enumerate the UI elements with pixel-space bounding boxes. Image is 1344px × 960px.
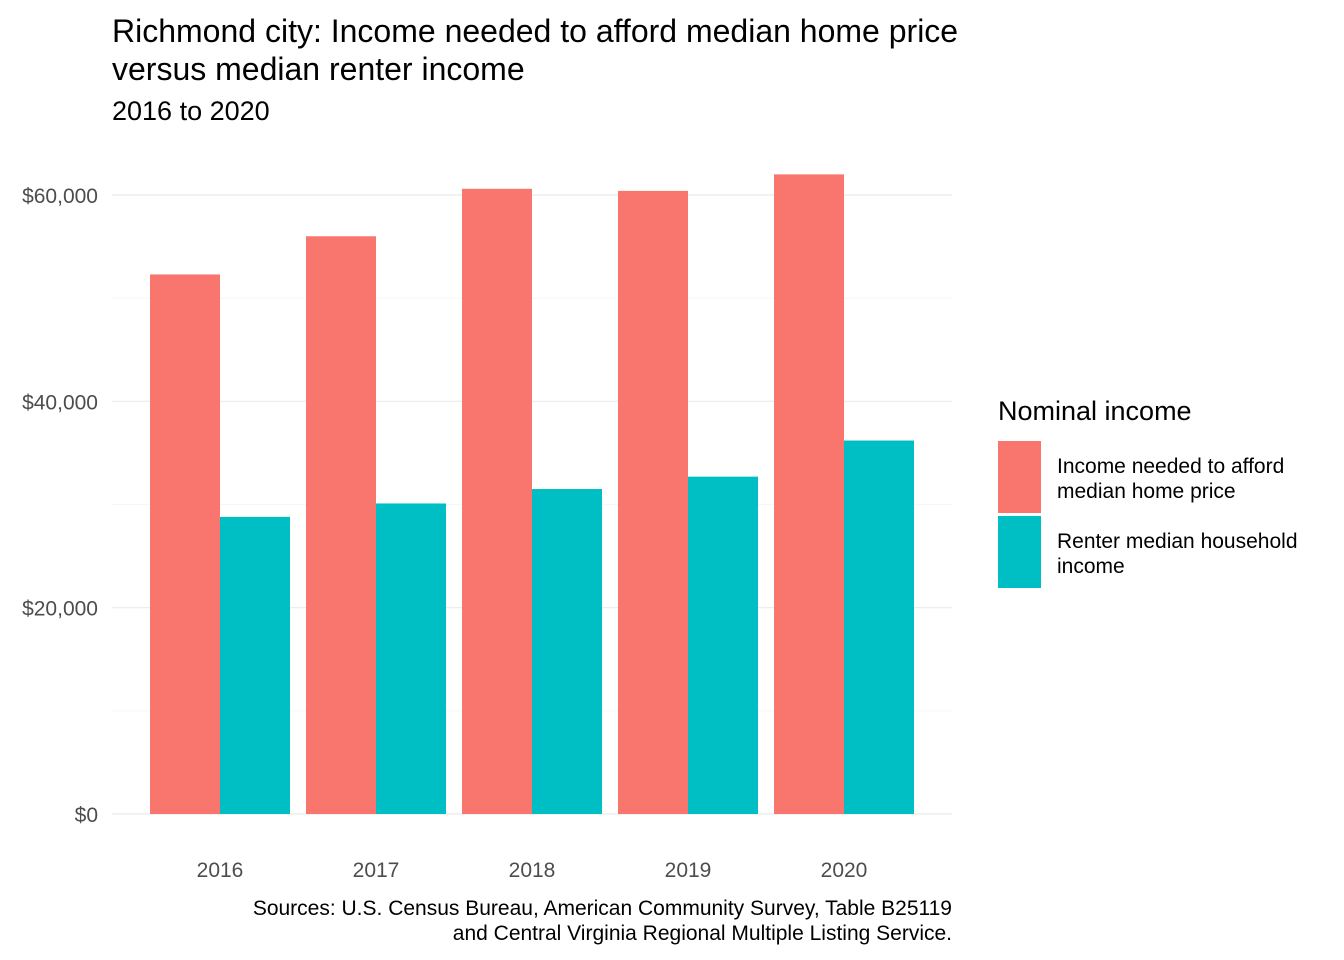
bar-2020-home-price (774, 174, 844, 814)
x-tick-label-2016: 2016 (197, 859, 244, 882)
bar-2017-renter-income (376, 503, 446, 814)
legend-swatch-home-price (998, 441, 1041, 513)
x-tick-label-2020: 2020 (821, 859, 868, 882)
bar-2019-home-price (618, 190, 688, 814)
bar-2019-renter-income (688, 476, 758, 814)
x-tick-label-2017: 2017 (353, 859, 400, 882)
bar-2020-renter-income (844, 440, 914, 814)
chart-caption: Sources: U.S. Census Bureau, American Co… (252, 897, 952, 945)
chart-title: Richmond city: Income needed to afford m… (112, 13, 959, 87)
y-tick-label-3: $60,000 (22, 185, 98, 208)
bar-2018-renter-income (532, 489, 602, 814)
x-tick-label-2018: 2018 (509, 859, 556, 882)
y-tick-label-1: $20,000 (22, 598, 98, 621)
y-tick-label-2: $40,000 (22, 391, 98, 414)
bar-2016-home-price (150, 274, 220, 814)
bar-2018-home-price (462, 188, 532, 814)
x-tick-labels: 2016 2017 2018 2019 2020 (197, 859, 868, 882)
legend-title: Nominal income (998, 396, 1192, 426)
legend-swatch-renter-income (998, 516, 1041, 588)
bar-2017-home-price (306, 236, 376, 814)
y-tick-label-0: $0 (75, 804, 98, 827)
bars (150, 174, 914, 814)
legend-label-home-price: Income needed to afford median home pric… (1057, 455, 1285, 503)
chart-subtitle: 2016 to 2020 (112, 96, 270, 126)
legend-label-renter-income: Renter median household income (1057, 530, 1298, 578)
x-tick-label-2019: 2019 (665, 859, 712, 882)
bar-2016-renter-income (220, 516, 290, 814)
y-tick-labels: $0 $20,000 $40,000 $60,000 (22, 185, 98, 827)
